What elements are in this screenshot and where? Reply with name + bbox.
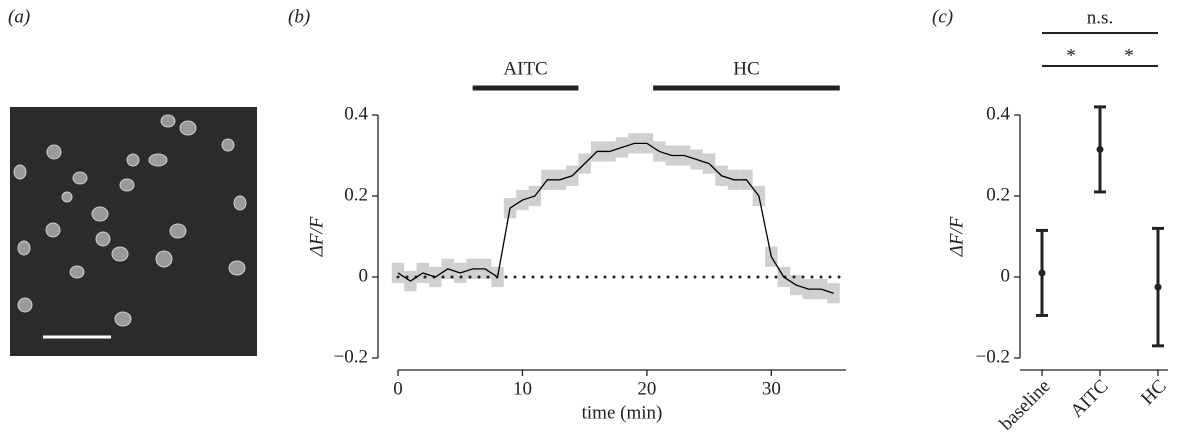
significance-label: * xyxy=(1124,45,1134,66)
x-tick-label: 30 xyxy=(762,378,781,399)
x-axis-label: time (min) xyxy=(582,402,663,423)
x-tick-label: AITC xyxy=(1066,376,1112,422)
trace xyxy=(397,142,834,294)
mean-point xyxy=(1096,145,1104,153)
y-tick-label: 0 xyxy=(1001,265,1011,286)
micrograph xyxy=(10,107,257,356)
panel-label: (b) xyxy=(288,6,310,27)
stimulus-label: HC xyxy=(733,58,759,79)
y-tick-label: −0.2 xyxy=(334,346,368,367)
stimulus-label: AITC xyxy=(503,58,547,79)
x-tick-label: 20 xyxy=(637,378,656,399)
y-tick-label: 0.4 xyxy=(986,103,1010,124)
y-axis-label: ΔF/F xyxy=(306,216,327,257)
panel-label: (a) xyxy=(8,6,30,27)
y-tick-label: 0.2 xyxy=(986,184,1010,205)
y-tick-label: 0.2 xyxy=(344,184,368,205)
y-axis-label: ΔF/F xyxy=(946,216,967,257)
y-tick-label: 0 xyxy=(359,265,369,286)
mean-point xyxy=(1038,269,1046,277)
x-tick-label: 0 xyxy=(393,378,403,399)
x-tick-label: HC xyxy=(1137,376,1171,410)
x-tick-label: 10 xyxy=(513,378,532,399)
significance-label: * xyxy=(1066,45,1076,66)
significance-label: n.s. xyxy=(1087,7,1113,28)
x-tick-label: baseline xyxy=(996,376,1055,435)
y-tick-label: −0.2 xyxy=(976,346,1010,367)
panel-label: (c) xyxy=(932,6,953,27)
mean-point xyxy=(1154,283,1162,291)
y-tick-label: 0.4 xyxy=(344,103,368,124)
